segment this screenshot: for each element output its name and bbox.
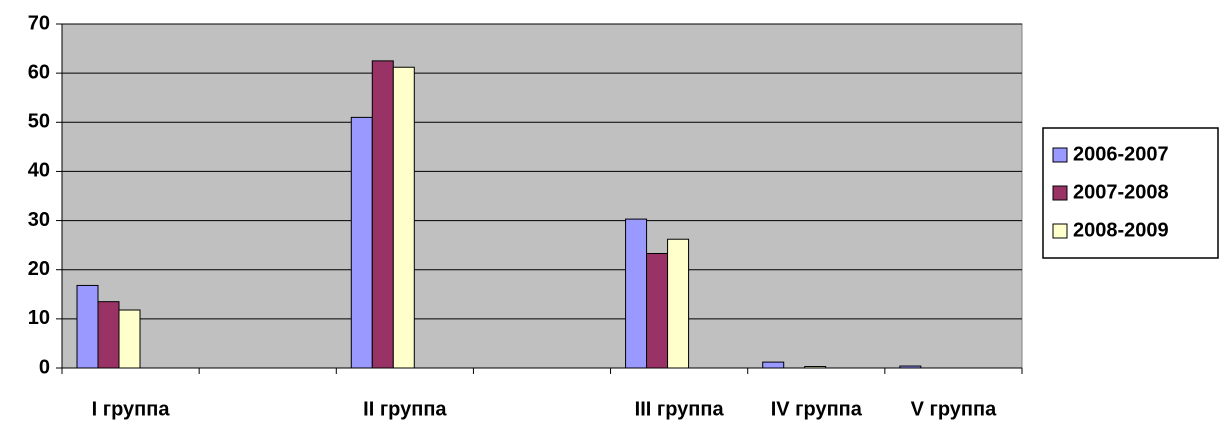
x-tick-label: I группа — [92, 398, 171, 420]
legend-label: 2007-2008 — [1073, 181, 1169, 203]
legend-swatch — [1052, 185, 1068, 201]
bar — [625, 218, 648, 369]
y-tick-label: 70 — [28, 12, 50, 34]
legend-box — [1042, 127, 1219, 259]
bar — [118, 309, 141, 369]
plot-area — [61, 23, 1023, 369]
bar — [97, 301, 120, 369]
y-tick-label: 50 — [28, 111, 50, 133]
x-tick-label: IV группа — [771, 398, 863, 420]
y-tick-label: 20 — [28, 258, 50, 280]
bar — [76, 284, 99, 369]
legend-swatch — [1052, 147, 1068, 163]
bar — [392, 66, 415, 369]
x-tick-label: V группа — [911, 398, 997, 420]
bar — [350, 116, 373, 369]
legend-label: 2006-2007 — [1073, 143, 1169, 165]
x-tick-label: III группа — [635, 398, 725, 420]
y-tick-label: 30 — [28, 209, 50, 231]
y-tick-label: 10 — [28, 307, 50, 329]
y-tick-label: 0 — [39, 356, 50, 378]
y-tick-label: 40 — [28, 160, 50, 182]
y-tick-label: 60 — [28, 61, 50, 83]
legend-swatch — [1052, 223, 1068, 239]
x-tick-label: II группа — [363, 398, 447, 420]
bar — [762, 361, 785, 369]
bar — [646, 252, 669, 369]
bar — [371, 60, 394, 369]
bar — [667, 238, 690, 369]
legend-label: 2008-2009 — [1073, 219, 1169, 241]
bar — [899, 365, 922, 369]
bar — [804, 366, 827, 369]
